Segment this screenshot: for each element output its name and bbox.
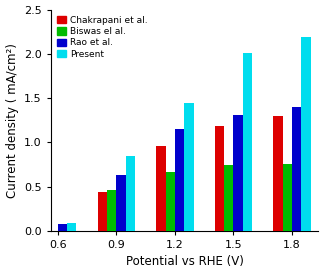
Bar (224, 165, 234, 231)
Bar (243, 53, 252, 231)
Bar (98, 192, 107, 231)
Legend: Chakrapani et al., Biswas el al., Rao et al., Present: Chakrapani et al., Biswas el al., Rao et… (55, 14, 149, 61)
Bar (156, 146, 166, 231)
Bar (58, 224, 67, 231)
Bar (215, 126, 224, 231)
Bar (116, 175, 126, 231)
Bar (283, 164, 292, 231)
Bar (67, 223, 76, 231)
Y-axis label: Current density ( mA/cm²): Current density ( mA/cm²) (6, 43, 18, 198)
Bar (301, 37, 311, 231)
Bar (166, 172, 175, 231)
Bar (292, 107, 301, 231)
Bar (107, 190, 116, 231)
Bar (234, 115, 243, 231)
Bar (184, 103, 194, 231)
Bar (175, 129, 184, 231)
Bar (273, 116, 283, 231)
X-axis label: Potential vs RHE (V): Potential vs RHE (V) (126, 255, 244, 269)
Bar (126, 156, 135, 231)
